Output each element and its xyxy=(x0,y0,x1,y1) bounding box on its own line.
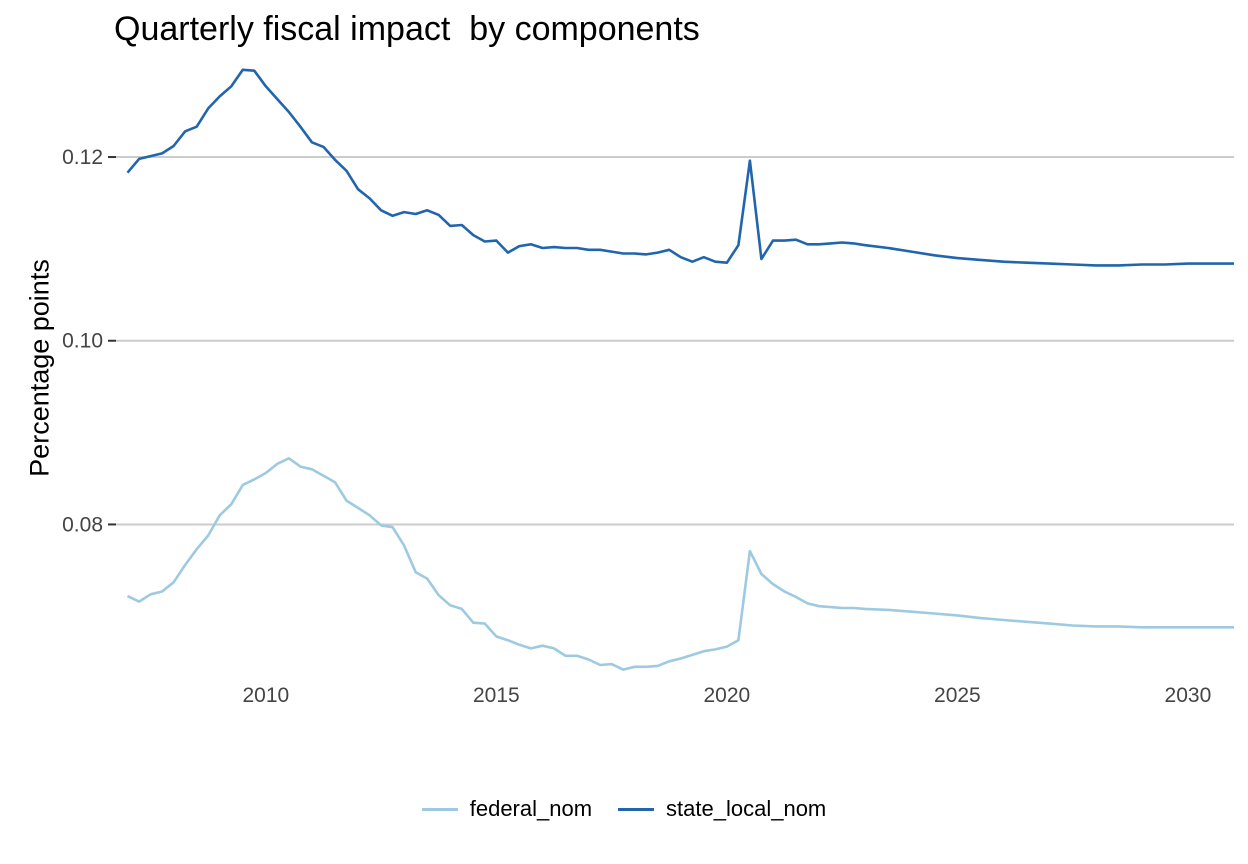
x-tick-label: 2015 xyxy=(473,684,520,707)
x-axis-ticks: 2010 2015 2020 2025 2030 xyxy=(242,684,1211,707)
legend-label-federal-nom: federal_nom xyxy=(469,796,593,821)
legend-label-state-local-nom: state_local_nom xyxy=(666,796,827,821)
y-tick-label: 0.12 xyxy=(62,146,103,169)
gridlines xyxy=(116,156,1234,526)
series-line-federal-nom xyxy=(126,456,1234,671)
legend-swatch-state-local-nom xyxy=(618,807,655,811)
x-tick-label: 2020 xyxy=(704,684,751,707)
series-lines xyxy=(126,68,1234,671)
legend: federal_nom state_local_nom xyxy=(0,796,1248,822)
legend-item-state-local-nom: state_local_nom xyxy=(618,796,826,822)
x-tick-label: 2025 xyxy=(934,684,981,707)
legend-item-federal-nom: federal_nom xyxy=(421,796,593,822)
y-tick-label: 0.10 xyxy=(62,330,103,353)
x-tick-label: 2010 xyxy=(242,684,289,707)
series-line-state-local-nom xyxy=(126,68,1234,267)
y-tick-label: 0.08 xyxy=(62,513,103,536)
x-tick-label: 2030 xyxy=(1165,684,1212,707)
chart-title: Quarterly fiscal impact by components xyxy=(114,10,700,48)
legend-swatch-federal-nom xyxy=(421,807,458,811)
y-axis-ticks: 0.08 0.10 0.12 xyxy=(62,146,116,536)
